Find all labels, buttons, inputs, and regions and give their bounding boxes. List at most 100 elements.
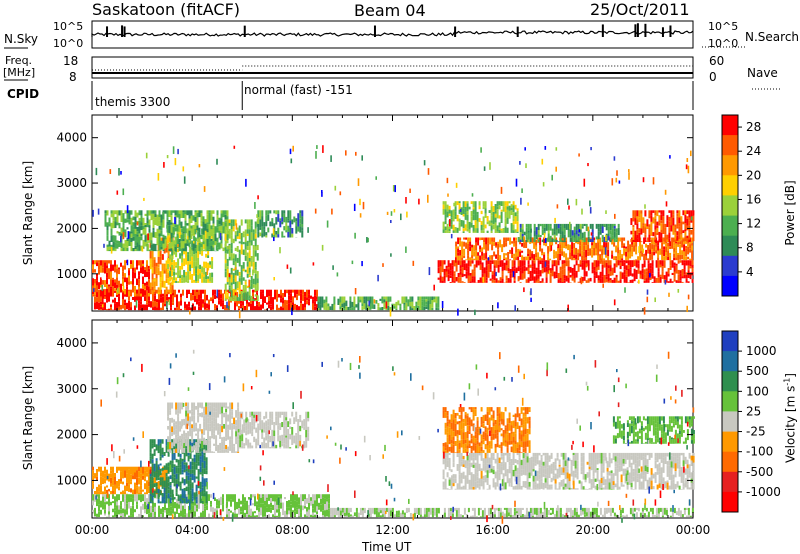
power-cell: [189, 261, 192, 265]
power-cell: [423, 299, 426, 307]
velocity-cell: [201, 435, 204, 441]
power-cell: [161, 280, 164, 288]
power-cell: [533, 276, 536, 283]
power-point: [292, 145, 294, 152]
power-cell: [130, 246, 133, 252]
power-cell: [220, 210, 223, 214]
power-cell: [682, 238, 685, 242]
velocity-cell: [209, 421, 212, 424]
power-cell: [595, 242, 598, 249]
power-cell: [296, 289, 298, 295]
power-cell: [193, 268, 196, 276]
power-cell: [224, 222, 227, 230]
power-cell: [687, 260, 690, 264]
power-cell: [504, 226, 507, 232]
power-cell: [577, 281, 580, 283]
velocity-cell: [403, 512, 406, 516]
power-cell: [140, 260, 142, 268]
power-cell: [106, 260, 108, 266]
power-cell: [146, 250, 149, 252]
velocity-cell: [282, 502, 284, 509]
power-cell: [484, 213, 487, 218]
power-cell: [177, 265, 180, 271]
power-cell: [160, 307, 162, 311]
velocity-cell: [270, 509, 272, 513]
power-cell: [156, 289, 158, 294]
power-cell: [196, 217, 199, 226]
power-cell: [151, 259, 154, 268]
power-cell: [246, 240, 249, 246]
power-cell: [140, 288, 142, 292]
velocity-cell: [203, 486, 206, 493]
velocity-cell: [92, 480, 94, 484]
power-region-4: [104, 210, 231, 252]
power-cell: [94, 295, 96, 297]
power-cell: [481, 251, 484, 256]
power-cell: [158, 210, 161, 218]
power-cell: [179, 235, 182, 239]
power-cell: [559, 242, 562, 245]
power-cell: [287, 210, 290, 219]
power-cell: [503, 237, 506, 241]
power-cell: [685, 272, 688, 275]
power-cell: [597, 260, 600, 267]
velocity-cell: [161, 486, 164, 489]
power-cell: [683, 259, 686, 261]
power-cell: [234, 219, 237, 226]
power-point: [216, 289, 219, 298]
power-point: [122, 188, 125, 196]
power-cell: [648, 210, 651, 219]
power-cell: [525, 256, 528, 261]
velocity-cell: [185, 448, 188, 457]
power-cell: [403, 296, 406, 303]
velocity-cell: [191, 424, 194, 429]
velocity-cell: [181, 469, 184, 473]
power-cell: [605, 242, 608, 248]
velocity-cell: [355, 507, 358, 512]
velocity-cell: [195, 442, 198, 446]
power-cell: [140, 308, 142, 311]
velocity-cell: [130, 488, 132, 493]
power-point: [143, 197, 145, 201]
power-cell: [409, 296, 412, 302]
velocity-cell: [98, 516, 100, 517]
velocity-cell: [169, 402, 172, 411]
power-cell: [497, 247, 500, 250]
power-cell: [306, 300, 308, 305]
power-cell: [421, 301, 424, 306]
power-cell: [565, 223, 568, 226]
velocity-cell: [173, 477, 176, 484]
power-cell: [96, 297, 98, 302]
velocity-cell: [187, 449, 190, 453]
power-cell: [621, 258, 624, 261]
velocity-cell: [361, 515, 364, 518]
power-cell: [156, 236, 159, 244]
velocity-cell: [328, 516, 330, 518]
power-cell: [138, 210, 141, 216]
power-cell: [112, 247, 115, 250]
velocity-cell: [179, 425, 182, 432]
power-cell: [165, 237, 168, 241]
power-cell: [280, 298, 282, 303]
power-cell: [500, 228, 503, 231]
power-cell: [246, 219, 249, 225]
power-cell: [138, 220, 141, 227]
velocity-cell: [343, 512, 346, 516]
velocity-cell: [304, 499, 306, 507]
power-cell: [218, 224, 221, 227]
velocity-cell: [154, 502, 156, 507]
power-cell: [506, 201, 509, 204]
velocity-cell: [283, 423, 286, 426]
velocity-cell: [221, 447, 224, 450]
power-cell: [470, 222, 473, 228]
power-cell: [531, 253, 534, 259]
velocity-cell: [108, 473, 110, 482]
power-cell: [469, 246, 472, 252]
power-cell: [462, 228, 465, 232]
power-point: [628, 172, 630, 180]
velocity-cell: [98, 466, 100, 472]
velocity-cell: [385, 507, 388, 512]
power-cell: [462, 231, 465, 233]
power-cell: [517, 248, 520, 257]
velocity-cell: [191, 428, 194, 431]
